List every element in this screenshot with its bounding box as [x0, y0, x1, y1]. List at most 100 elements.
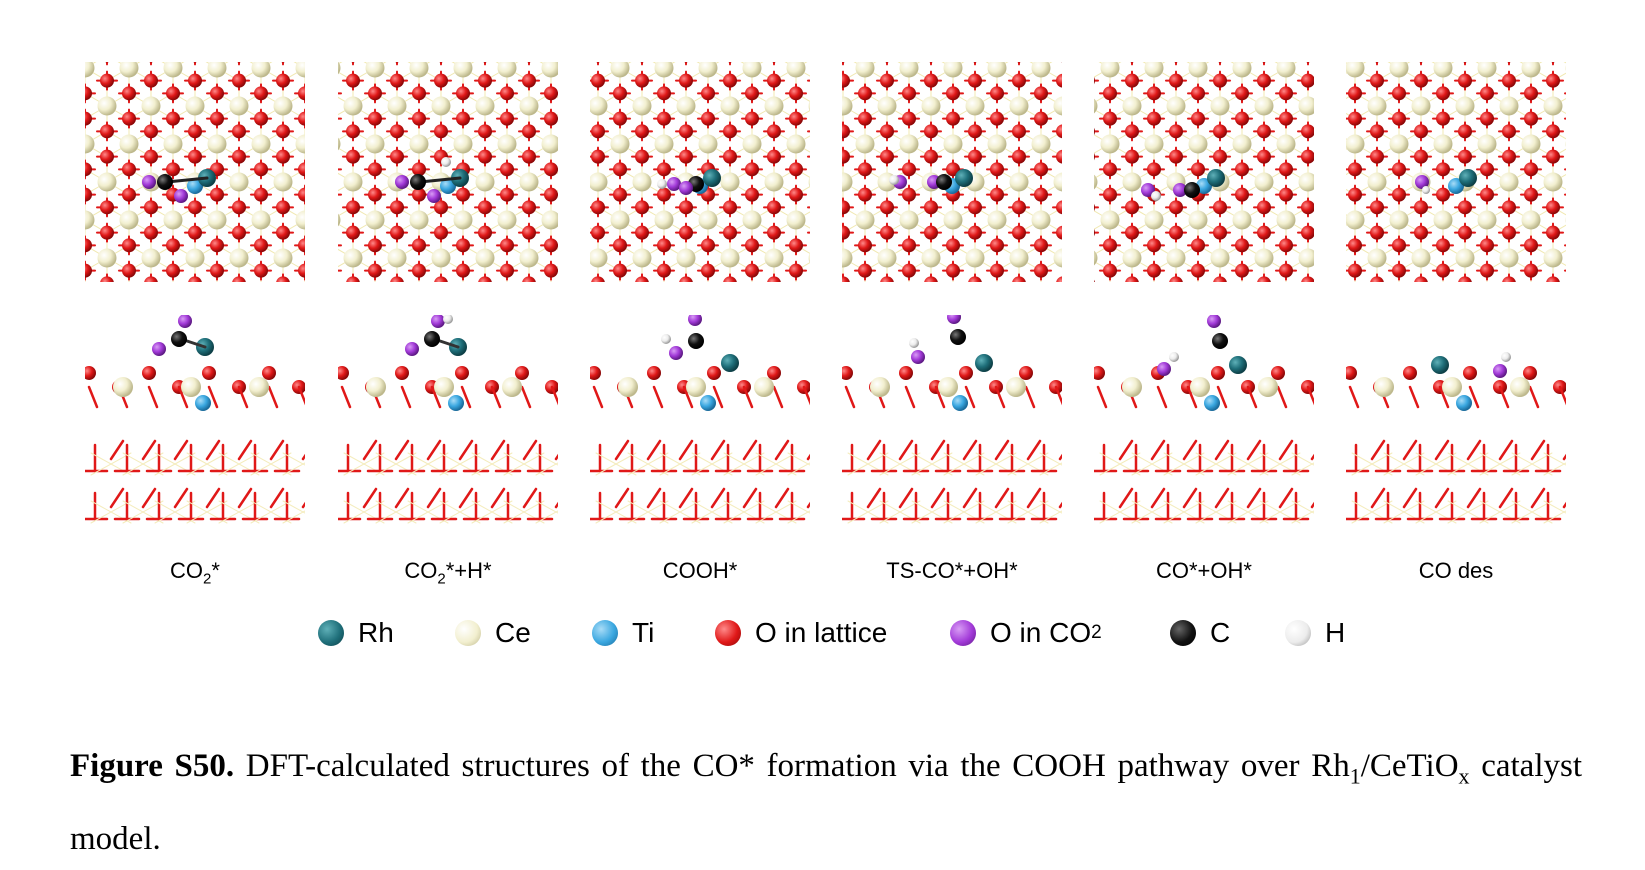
o-lattice-atom — [1523, 366, 1537, 380]
o-lattice-atom — [478, 276, 492, 282]
ce-atom — [1434, 135, 1453, 154]
o-lattice-atom — [723, 74, 737, 88]
o-lattice-atom — [1191, 264, 1205, 278]
ce-atom — [655, 135, 674, 154]
o-lattice-atom — [789, 188, 803, 202]
ce-atom — [113, 377, 133, 397]
ce-atom — [699, 211, 718, 230]
o-lattice-atom — [842, 124, 850, 138]
o-lattice-atom — [657, 162, 671, 176]
ce-atom — [686, 377, 706, 397]
ti-atom — [448, 395, 464, 411]
o-lattice-atom — [767, 200, 781, 214]
o-lattice-atom — [1012, 276, 1026, 282]
o-lattice-atom — [723, 276, 737, 282]
o-lattice-atom — [1125, 276, 1139, 282]
o-lattice-atom — [1546, 276, 1560, 282]
ce-atom — [856, 135, 875, 154]
ce-atom — [1522, 211, 1541, 230]
ce-atom — [410, 62, 429, 78]
o-lattice-atom — [1103, 112, 1117, 126]
o-lattice-atom — [1191, 238, 1205, 252]
o-co2-atom — [669, 346, 683, 360]
ce-atom — [1374, 377, 1394, 397]
o-lattice-atom — [1056, 200, 1062, 214]
ce-atom — [655, 62, 674, 78]
o-lattice-atom — [679, 150, 693, 164]
o-lattice-atom — [1125, 226, 1139, 240]
ce-atom — [388, 249, 407, 268]
o-lattice-atom — [85, 366, 96, 380]
o-lattice-atom — [990, 162, 1004, 176]
o-lattice-atom — [1191, 112, 1205, 126]
c-atom — [1212, 333, 1228, 349]
ce-atom — [208, 135, 227, 154]
ce-atom — [98, 97, 117, 116]
ce-atom — [1211, 249, 1230, 268]
c-atom — [1184, 182, 1200, 198]
o-lattice-atom — [1279, 86, 1293, 100]
o-lattice-atom — [1094, 276, 1095, 282]
o-lattice-atom — [1458, 276, 1472, 282]
ce-atom — [765, 249, 784, 268]
o-lattice-atom — [946, 112, 960, 126]
o-lattice-atom — [144, 276, 158, 282]
ce-atom — [1277, 62, 1296, 78]
o-lattice-atom — [968, 200, 982, 214]
o-lattice-atom — [232, 150, 246, 164]
ce-atom — [765, 97, 784, 116]
ce-atom — [590, 173, 608, 192]
c-atom — [424, 331, 440, 347]
ce-atom — [186, 97, 205, 116]
ce-atom — [699, 62, 718, 78]
top-view-co2-h — [338, 62, 558, 282]
ce-atom — [988, 211, 1007, 230]
o-lattice-atom — [767, 226, 781, 240]
o-lattice-atom — [1012, 150, 1026, 164]
o-lattice-atom — [1147, 162, 1161, 176]
o-lattice-atom — [412, 238, 426, 252]
o-lattice-atom — [85, 188, 92, 202]
ce-atom — [1094, 173, 1098, 192]
o-co2-atom — [142, 175, 156, 189]
ce-atom — [1123, 97, 1142, 116]
ce-atom — [1456, 97, 1475, 116]
ce-atom — [1412, 97, 1431, 116]
o-lattice-atom — [1056, 226, 1062, 240]
ce-atom — [1189, 211, 1208, 230]
o-lattice-atom — [210, 188, 224, 202]
ce-atom — [1094, 97, 1098, 116]
o-lattice-atom — [1125, 150, 1139, 164]
ce-atom — [1510, 377, 1530, 397]
ce-atom — [1478, 62, 1497, 78]
ce-atom — [542, 62, 559, 78]
o-lattice-atom — [679, 200, 693, 214]
ti-atom — [1204, 395, 1220, 411]
o-lattice-atom — [522, 124, 536, 138]
ce-atom — [944, 135, 963, 154]
o-lattice-atom — [1056, 124, 1062, 138]
o-lattice-atom — [1125, 74, 1139, 88]
o-lattice-atom — [254, 264, 268, 278]
o-lattice-atom — [679, 74, 693, 88]
o-lattice-atom — [1213, 150, 1227, 164]
figure-label: Figure S50. — [70, 748, 234, 784]
h-atom — [909, 338, 919, 348]
ce-atom — [296, 211, 306, 230]
ce-atom — [787, 211, 806, 230]
ce-atom — [142, 249, 161, 268]
o-lattice-atom — [858, 238, 872, 252]
ce-atom — [633, 173, 652, 192]
o-lattice-atom — [276, 276, 290, 282]
o-lattice-atom — [1524, 264, 1538, 278]
o-lattice-atom — [1414, 74, 1428, 88]
o-lattice-atom — [210, 264, 224, 278]
o-lattice-atom — [346, 124, 360, 138]
o-lattice-atom — [701, 238, 715, 252]
o-lattice-atom — [1301, 226, 1314, 240]
o-lattice-atom — [254, 112, 268, 126]
ce-atom — [966, 249, 985, 268]
side-view-cooh — [590, 315, 810, 535]
ce-atom — [1233, 135, 1252, 154]
ce-atom — [1346, 211, 1365, 230]
